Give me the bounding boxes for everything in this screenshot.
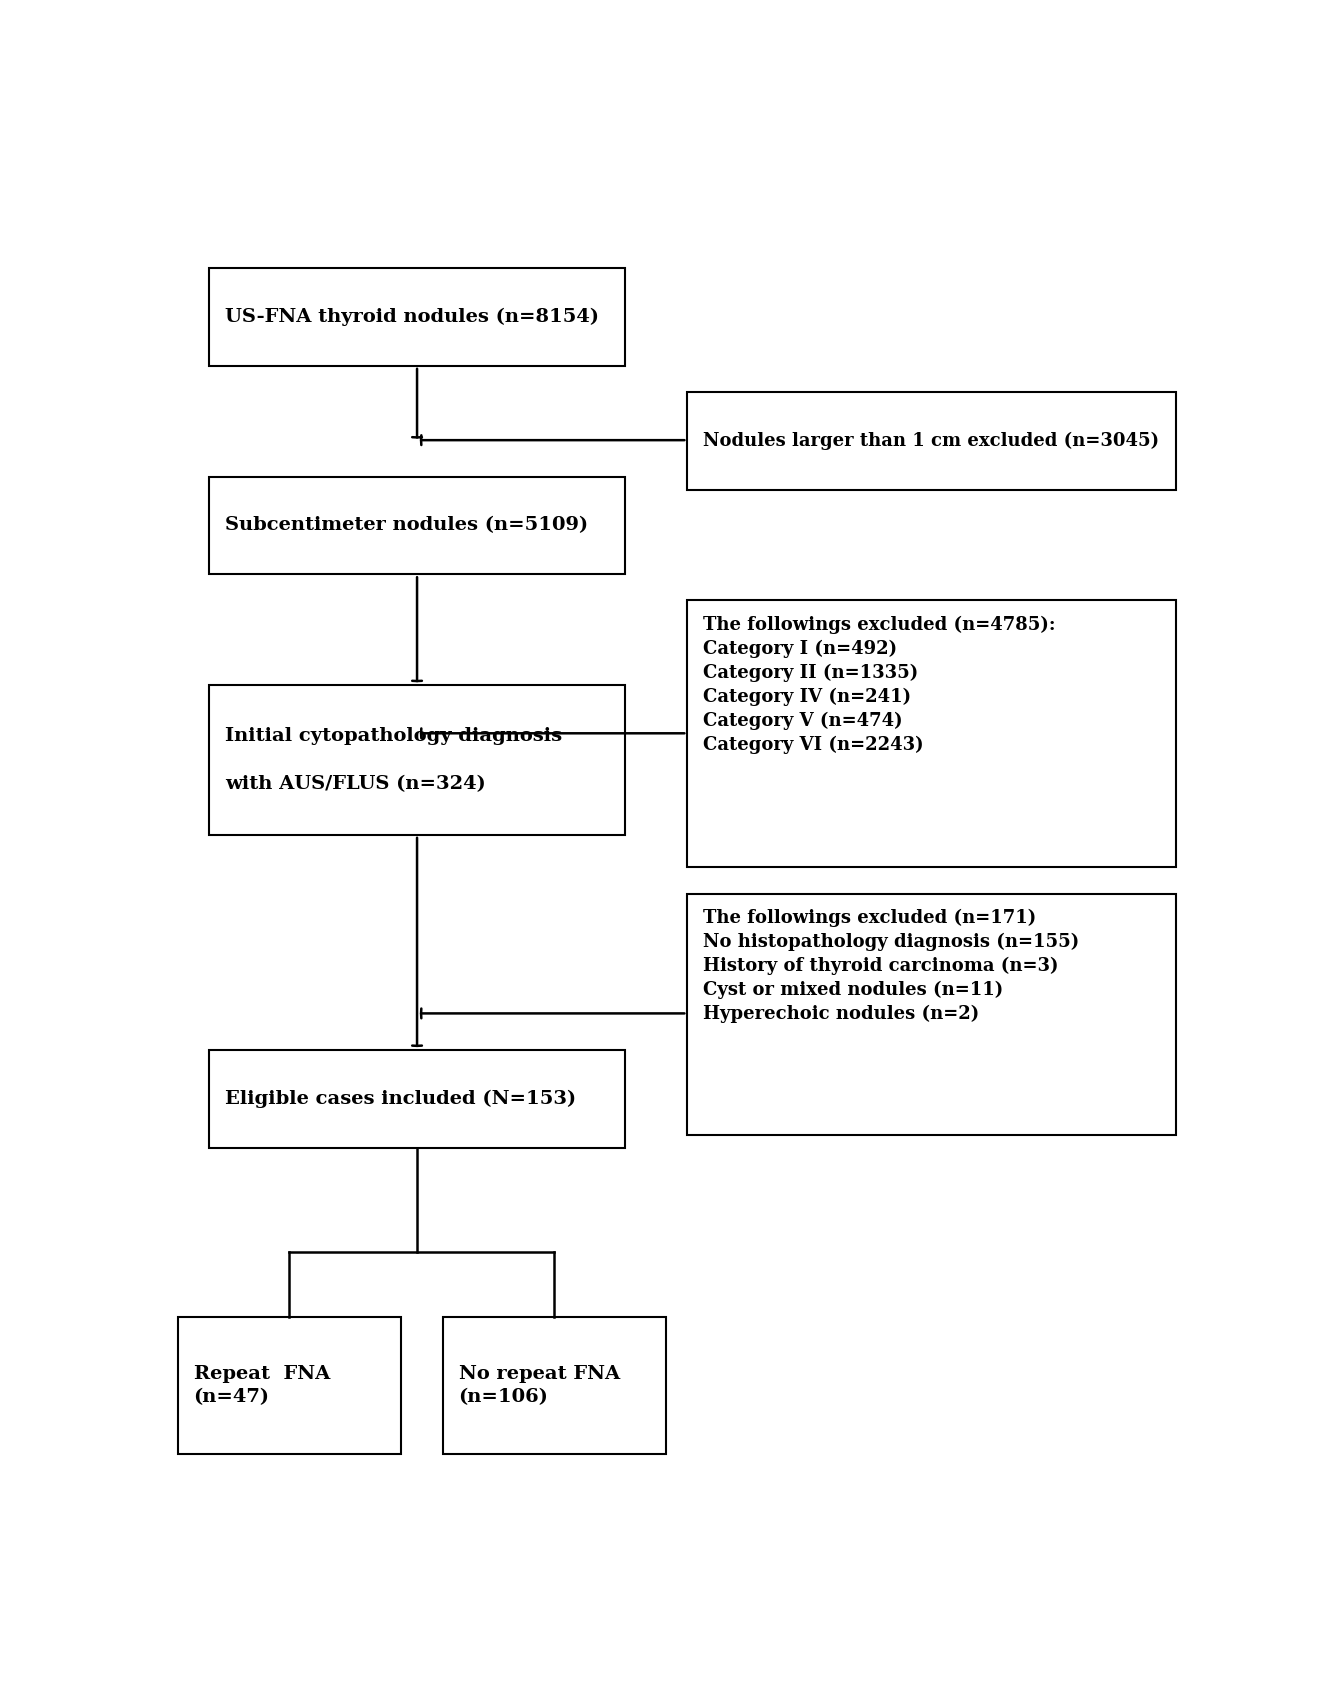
Bar bbox=[209, 269, 625, 365]
Bar bbox=[209, 477, 625, 574]
Bar bbox=[687, 601, 1176, 868]
Text: The followings excluded (n=171)
No histopathology diagnosis (n=155)
History of t: The followings excluded (n=171) No histo… bbox=[703, 909, 1080, 1024]
Text: The followings excluded (n=4785):
Category I (n=492)
Category II (n=1335)
Catego: The followings excluded (n=4785): Catego… bbox=[703, 616, 1055, 755]
Text: Repeat  FNA
(n=47): Repeat FNA (n=47) bbox=[193, 1364, 330, 1406]
Bar bbox=[443, 1316, 666, 1453]
Bar bbox=[687, 393, 1176, 489]
Text: Subcentimeter nodules (n=5109): Subcentimeter nodules (n=5109) bbox=[225, 516, 587, 535]
Bar bbox=[209, 685, 625, 834]
Text: Eligible cases included (N=153): Eligible cases included (N=153) bbox=[225, 1090, 575, 1108]
Bar bbox=[178, 1316, 401, 1453]
Bar bbox=[209, 1049, 625, 1147]
Text: No repeat FNA
(n=106): No repeat FNA (n=106) bbox=[459, 1364, 620, 1406]
Bar bbox=[687, 893, 1176, 1135]
Text: Initial cytopathology diagnosis

with AUS/FLUS (n=324): Initial cytopathology diagnosis with AUS… bbox=[225, 728, 562, 792]
Text: Nodules larger than 1 cm excluded (n=3045): Nodules larger than 1 cm excluded (n=304… bbox=[703, 431, 1159, 450]
Text: US-FNA thyroid nodules (n=8154): US-FNA thyroid nodules (n=8154) bbox=[225, 308, 599, 327]
